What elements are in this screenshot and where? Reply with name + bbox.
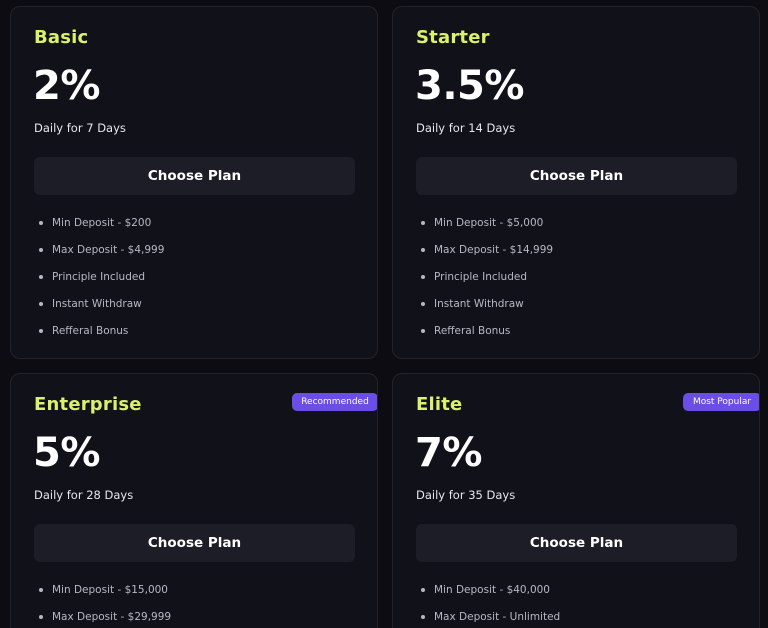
feature-text: Min Deposit - $5,000 xyxy=(434,217,544,229)
choose-plan-button[interactable]: Choose Plan xyxy=(34,157,355,195)
bullet-icon xyxy=(39,275,43,279)
plan-card-elite: Elite Most Popular 7% Daily for 35 Days … xyxy=(392,373,760,628)
plan-rate: 2% xyxy=(33,63,100,109)
feature-item: Max Deposit - Unlimited xyxy=(419,611,560,628)
feature-list: Min Deposit - $15,000 Max Deposit - $29,… xyxy=(37,584,171,628)
plan-card-starter: Starter 3.5% Daily for 14 Days Choose Pl… xyxy=(392,6,760,359)
feature-text: Instant Withdraw xyxy=(434,298,524,310)
plan-duration: Daily for 7 Days xyxy=(34,121,126,135)
feature-item: Min Deposit - $40,000 xyxy=(419,584,560,611)
plan-duration: Daily for 14 Days xyxy=(416,121,516,135)
feature-list: Min Deposit - $5,000 Max Deposit - $14,9… xyxy=(419,217,553,352)
feature-item: Refferal Bonus xyxy=(37,325,164,352)
feature-text: Refferal Bonus xyxy=(434,325,511,337)
bullet-icon xyxy=(39,588,43,592)
plan-rate: 5% xyxy=(33,430,100,476)
bullet-icon xyxy=(421,615,425,619)
plan-duration: Daily for 28 Days xyxy=(34,488,134,502)
feature-text: Max Deposit - Unlimited xyxy=(434,611,561,623)
feature-text: Principle Included xyxy=(52,271,145,283)
feature-item: Min Deposit - $200 xyxy=(37,217,164,244)
bullet-icon xyxy=(421,248,425,252)
plan-name: Basic xyxy=(34,27,89,48)
feature-item: Principle Included xyxy=(419,271,553,298)
feature-text: Min Deposit - $40,000 xyxy=(434,584,550,596)
plan-name: Starter xyxy=(416,27,490,48)
bullet-icon xyxy=(39,302,43,306)
bullet-icon xyxy=(39,221,43,225)
feature-item: Instant Withdraw xyxy=(37,298,164,325)
feature-list: Min Deposit - $200 Max Deposit - $4,999 … xyxy=(37,217,164,352)
bullet-icon xyxy=(39,248,43,252)
feature-text: Min Deposit - $15,000 xyxy=(52,584,168,596)
plan-rate: 3.5% xyxy=(415,63,524,109)
feature-item: Refferal Bonus xyxy=(419,325,553,352)
bullet-icon xyxy=(39,329,43,333)
plan-card-basic: Basic 2% Daily for 7 Days Choose Plan Mi… xyxy=(10,6,378,359)
choose-plan-button[interactable]: Choose Plan xyxy=(34,524,355,562)
plan-name: Enterprise xyxy=(34,394,142,415)
feature-text: Max Deposit - $4,999 xyxy=(52,244,165,256)
bullet-icon xyxy=(421,329,425,333)
bullet-icon xyxy=(421,302,425,306)
feature-text: Min Deposit - $200 xyxy=(52,217,152,229)
bullet-icon xyxy=(421,221,425,225)
feature-item: Max Deposit - $4,999 xyxy=(37,244,164,271)
feature-item: Max Deposit - $14,999 xyxy=(419,244,553,271)
feature-item: Min Deposit - $5,000 xyxy=(419,217,553,244)
feature-list: Min Deposit - $40,000 Max Deposit - Unli… xyxy=(419,584,560,628)
choose-plan-button[interactable]: Choose Plan xyxy=(416,524,737,562)
plan-card-enterprise: Enterprise Recommended 5% Daily for 28 D… xyxy=(10,373,378,628)
choose-plan-button[interactable]: Choose Plan xyxy=(416,157,737,195)
bullet-icon xyxy=(421,275,425,279)
most-popular-badge: Most Popular xyxy=(683,393,759,411)
bullet-icon xyxy=(39,615,43,619)
feature-item: Min Deposit - $15,000 xyxy=(37,584,171,611)
plan-rate: 7% xyxy=(415,430,482,476)
feature-text: Max Deposit - $14,999 xyxy=(434,244,554,256)
feature-text: Refferal Bonus xyxy=(52,325,129,337)
feature-item: Max Deposit - $29,999 xyxy=(37,611,171,628)
feature-text: Instant Withdraw xyxy=(52,298,142,310)
plan-duration: Daily for 35 Days xyxy=(416,488,516,502)
feature-item: Instant Withdraw xyxy=(419,298,553,325)
feature-text: Max Deposit - $29,999 xyxy=(52,611,172,623)
plan-name: Elite xyxy=(416,394,463,415)
feature-text: Principle Included xyxy=(434,271,527,283)
feature-item: Principle Included xyxy=(37,271,164,298)
recommended-badge: Recommended xyxy=(292,393,377,411)
bullet-icon xyxy=(421,588,425,592)
